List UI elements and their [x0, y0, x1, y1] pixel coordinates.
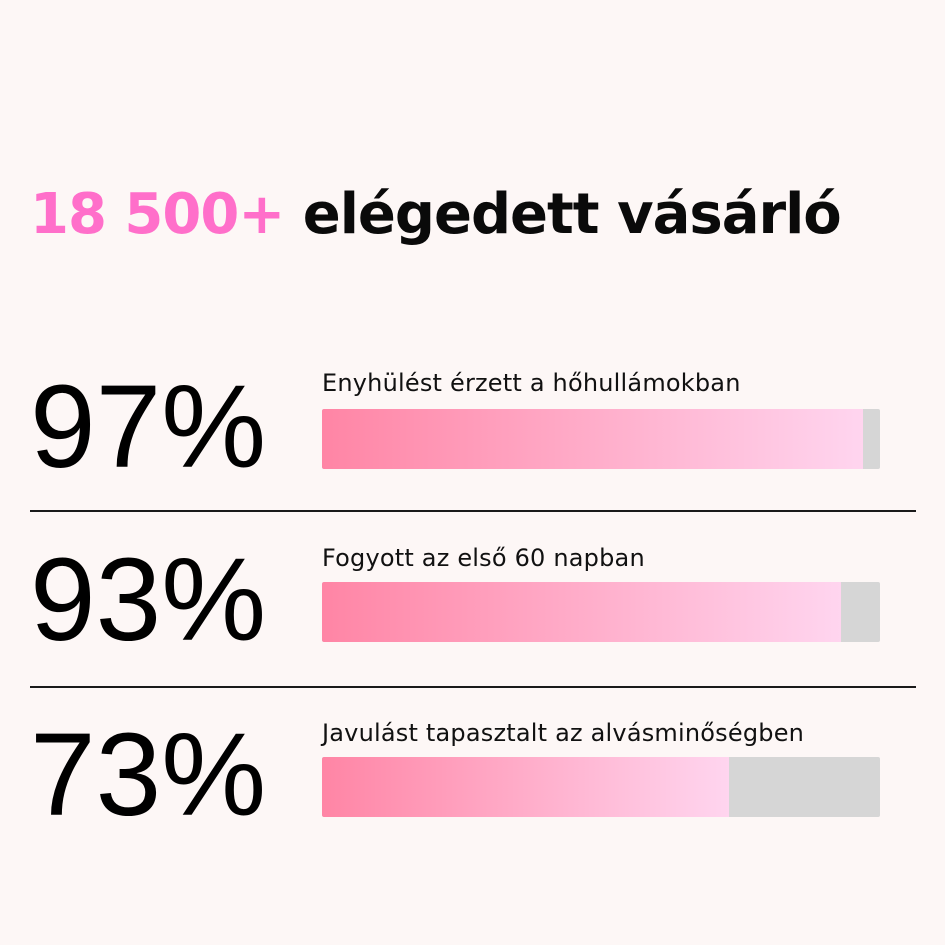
- progress-track: [322, 582, 880, 642]
- progress-fill: [322, 582, 841, 642]
- stat-row-relief: 97% Enyhülést érzett a hőhullámokban: [0, 362, 945, 512]
- headline: 18 500+ elégedett vásárló: [30, 180, 930, 250]
- stat-row-weight: 93% Fogyott az első 60 napban: [0, 535, 945, 685]
- stat-label: Javulást tapasztalt az alvásminőségben: [322, 719, 805, 747]
- stat-percent: 93%: [30, 534, 267, 666]
- stat-label: Fogyott az első 60 napban: [322, 544, 645, 572]
- stat-percent: 73%: [30, 709, 267, 841]
- headline-highlight: 18 500+: [30, 182, 285, 247]
- progress-track: [322, 409, 880, 469]
- divider: [30, 686, 916, 688]
- stat-row-sleep: 73% Javulást tapasztalt az alvásminőségb…: [0, 710, 945, 860]
- stat-percent: 97%: [30, 361, 267, 493]
- progress-fill: [322, 409, 864, 469]
- headline-rest: elégedett vásárló: [284, 182, 842, 247]
- progress-fill: [322, 757, 730, 817]
- divider: [30, 510, 916, 512]
- progress-track: [322, 757, 880, 817]
- stat-label: Enyhülést érzett a hőhullámokban: [322, 369, 741, 397]
